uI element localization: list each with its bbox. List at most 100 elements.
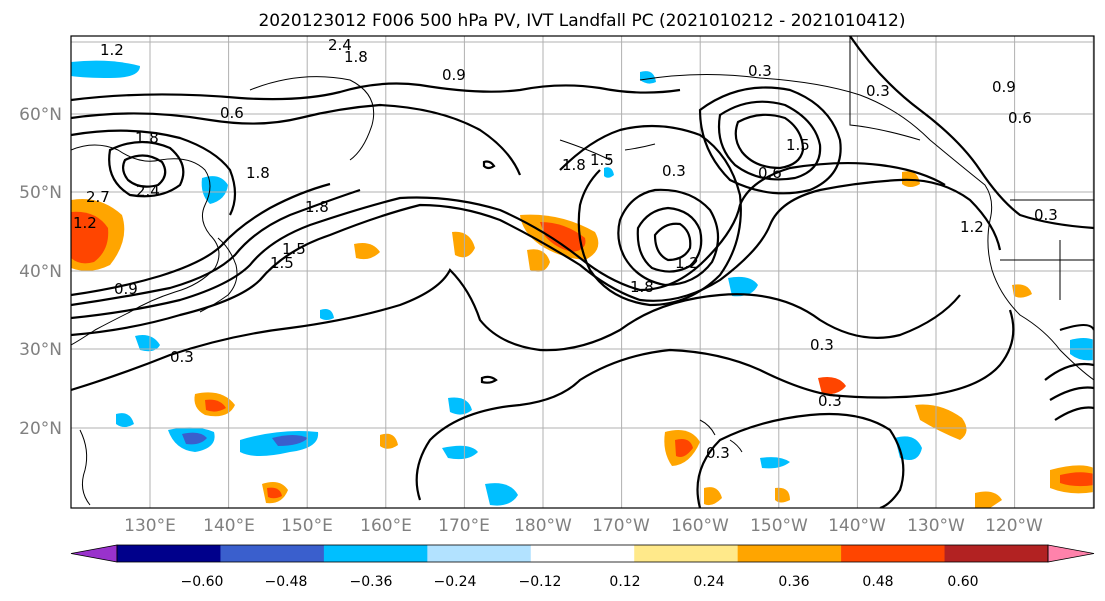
colorbar-tick-label: −0.60 (181, 574, 224, 590)
latitude-labels: 20°N 30°N 40°N 50°N 60°N (19, 105, 62, 439)
colorbar (70, 544, 1095, 563)
lon-label: 170°E (438, 516, 490, 536)
pv-contour-north-1.8 (108, 140, 185, 198)
pv-contour-north-0.9 (71, 103, 522, 176)
anomaly-blob-darkblue-3 (182, 432, 207, 445)
colorbar-segment (944, 545, 1049, 562)
anomaly-blob-orange-7 (915, 404, 967, 440)
contour-label: 1.5 (786, 136, 810, 154)
colorbar-tick-label: −0.48 (265, 574, 308, 590)
pv-contour-trough-4 (653, 222, 692, 262)
pv-contour-small-1 (480, 375, 498, 384)
colorbar-tick-label: −0.12 (519, 574, 562, 590)
coastline-philippines (79, 429, 91, 506)
contour-label: 1.8 (344, 48, 368, 66)
anomaly-blob-orange-6 (818, 377, 846, 395)
colorbar-tick-label: 0.24 (693, 574, 724, 590)
contour-label: 1.8 (305, 198, 329, 216)
anomaly-blob-orange-3 (354, 243, 380, 260)
anomaly-blob-blue-10 (760, 457, 790, 469)
contour-label: 1.5 (282, 240, 306, 258)
coastline-us-states (1000, 199, 1094, 300)
contour-label: 0.9 (114, 280, 138, 298)
anomaly-blob-blue-1 (71, 60, 140, 78)
lon-label: 150°W (750, 516, 808, 536)
pv-contour-north-1.2 (71, 129, 237, 216)
pv-contour-trough-1 (559, 124, 742, 307)
contour-label: 1.8 (246, 164, 270, 182)
anomaly-blob-kamchatka-red (540, 222, 586, 252)
contour-label: 0.6 (220, 104, 244, 122)
pv-contour-north-0.6 (71, 82, 681, 102)
colorbar-tick-label: 0.12 (609, 574, 640, 590)
contour-label: 1.2 (100, 41, 124, 59)
colorbar-tick-label: −0.36 (350, 574, 393, 590)
colorbar-segment (427, 545, 532, 562)
colorbar-segment (117, 545, 221, 562)
contour-label: 2.4 (136, 182, 160, 200)
coastline-alaska (639, 73, 993, 221)
colorbar-tick-label: 0.48 (862, 574, 893, 590)
colorbar-segment (220, 545, 325, 562)
anomaly-blob-blue-14 (640, 71, 656, 84)
contour-label: 0.3 (818, 392, 842, 410)
lon-label: 160°W (671, 516, 729, 536)
contour-label: 1.8 (630, 278, 654, 296)
contour-label: 0.3 (748, 62, 772, 80)
contour-label: 0.3 (866, 82, 890, 100)
pv-contour-0.3-south (71, 268, 961, 392)
anomaly-blob-blue-5 (448, 397, 472, 415)
anomaly-blob-orange-2 (527, 249, 550, 272)
anomaly-blob-blue-9 (442, 445, 478, 460)
contour-label: 1.5 (590, 151, 614, 169)
anomaly-blob-blue-7 (728, 276, 758, 297)
anomaly-blob-orange-10 (1012, 284, 1032, 298)
lat-label-40n: 40°N (19, 262, 62, 282)
lon-label: 140°W (828, 516, 886, 536)
contour-label: 0.6 (758, 164, 782, 182)
contour-label: 1.2 (960, 218, 984, 236)
coastline-asia (71, 144, 220, 346)
lat-label-50n: 50°N (19, 183, 62, 203)
lon-label: 130°E (124, 516, 176, 536)
pv-contour-trough-2 (617, 188, 720, 287)
contour-label: 0.3 (170, 348, 194, 366)
lon-label: 120°W (985, 516, 1043, 536)
anomaly-blob-orange-13 (380, 433, 398, 449)
colorbar-frame (116, 544, 1049, 563)
pv-contour-0.3-southeast (696, 412, 905, 508)
contour-label: 0.3 (662, 162, 686, 180)
anomaly-blob-blue-12 (320, 309, 334, 320)
coastlines (71, 36, 1094, 506)
colorbar-segment (841, 545, 946, 562)
contour-label: 0.9 (442, 66, 466, 84)
pv-contour-north-2.4 (121, 154, 167, 188)
anomaly-blob-blue-11 (135, 335, 160, 352)
coastline-hawaii (699, 419, 743, 453)
anomaly-blob-blue-13 (116, 413, 134, 427)
colorbar-segment (323, 545, 428, 562)
anomaly-blob-red-9 (267, 487, 282, 499)
anomaly-blob-red-5 (675, 439, 693, 457)
anomaly-blob-red-4 (205, 399, 226, 412)
contour-label: 1.2 (675, 254, 699, 272)
anomaly-blob-orange-1 (452, 231, 475, 258)
pv-contour-1.5-belt (71, 182, 331, 297)
contour-label: 0.3 (706, 444, 730, 462)
colorbar-tick-label: −0.24 (434, 574, 477, 590)
lon-label: 180°W (514, 516, 572, 536)
colorbar-segment (634, 545, 739, 562)
colorbar-labels: −0.60 −0.48 −0.36 −0.24 −0.12 0.12 0.24 … (181, 574, 979, 590)
coastline-north-america (987, 219, 1094, 381)
anomaly-blob-orange-12 (704, 487, 722, 506)
colorbar-segment (530, 545, 635, 562)
anomaly-blob-darkblue-4 (272, 435, 308, 446)
colorbar-tick-label: 0.60 (947, 574, 978, 590)
pv-contour-aleutian-low-3 (734, 113, 805, 170)
pv-contours (71, 36, 1094, 508)
contour-label: 2.4 (328, 36, 352, 54)
anomaly-blob-blue-16 (604, 167, 614, 178)
lon-label: 150°E (281, 516, 333, 536)
lat-label-20n: 20°N (19, 419, 62, 439)
anomaly-blob-blue-6 (485, 483, 518, 506)
